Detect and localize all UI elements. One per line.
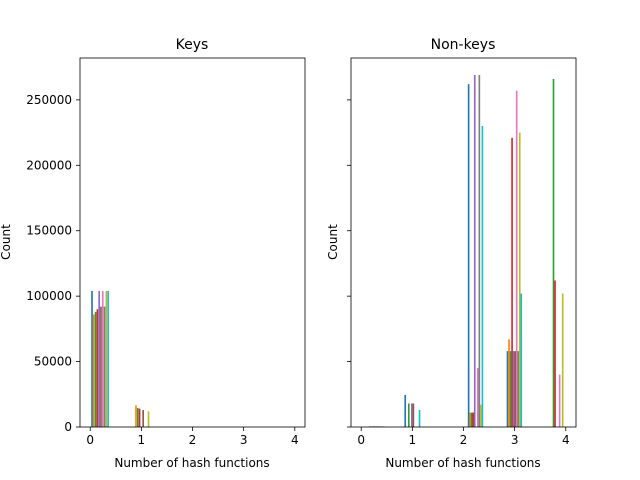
keys-x-axis-label: Number of hash functions <box>114 456 269 470</box>
keys-bar-series4-bin0 <box>98 290 100 427</box>
keys-x-ticks: 0 1 2 3 4 <box>86 427 299 447</box>
non-keys-bar-series9-bin2 <box>481 126 484 427</box>
keys-bar-series3-bin0 <box>96 309 99 427</box>
non-keys-bar-series0-bin1 <box>404 394 407 427</box>
non-keys-bar-series3-bin2 <box>472 412 475 427</box>
keys-x-tick-label: 1 <box>138 433 146 447</box>
keys-bar-series2-bin1 <box>136 408 139 427</box>
keys-y-tick-label: 200000 <box>26 158 72 172</box>
non-keys-bar-series8-bin3 <box>518 132 521 427</box>
non-keys-bar-series4-bin3 <box>512 351 515 427</box>
keys-histogram-panel: Keys 0 1 2 3 4 0 50000 100000 150000 200000 25000… <box>0 37 306 470</box>
non-keys-bar-series6-bin2 <box>477 368 479 427</box>
non-keys-plot-frame <box>350 57 577 428</box>
keys-bar-series6-bin0 <box>101 290 104 427</box>
keys-y-tick-label: 150000 <box>26 224 72 238</box>
non-keys-bar-series2-bin3 <box>509 351 512 427</box>
non-keys-x-tick-label: 3 <box>511 433 519 447</box>
non-keys-bar-series6-bin3 <box>515 90 518 428</box>
non-keys-x-tick-label: 4 <box>562 433 570 447</box>
keys-y-tick-label: 50000 <box>34 355 72 369</box>
non-keys-y-ticks <box>347 99 351 428</box>
keys-bar-series1-bin1 <box>135 405 137 427</box>
keys-bar-series9-bin0 <box>107 290 109 427</box>
non-keys-bar-series3-bin3 <box>511 137 513 427</box>
non-keys-bars <box>369 75 564 428</box>
non-keys-bar-series6-bin4 <box>558 374 561 427</box>
keys-bar-series8-bin0 <box>105 290 108 427</box>
non-keys-bar-series5-bin1 <box>412 403 415 427</box>
non-keys-bar-series0-bin2 <box>467 84 470 428</box>
non-keys-x-tick-label: 0 <box>357 433 365 447</box>
non-keys-bar-series4-bin2 <box>473 75 476 427</box>
non-keys-bar-series7-bin3 <box>517 351 520 427</box>
keys-x-tick-label: 0 <box>86 433 94 447</box>
non-keys-bar-series9-bin3 <box>520 293 523 427</box>
non-keys-bar-series9-bin1 <box>418 409 421 427</box>
keys-chart-title: Keys <box>176 37 209 53</box>
non-keys-y-axis-label: Count <box>326 224 340 260</box>
keys-y-tick-label: 100000 <box>26 289 72 303</box>
non-keys-bar-series2-bin1 <box>407 403 410 427</box>
non-keys-bar-series2-bin2 <box>470 412 473 427</box>
non-keys-bar-series1-bin2 <box>469 412 471 427</box>
keys-y-ticks: 0 50000 100000 150000 200000 250000 <box>26 93 80 434</box>
keys-bar-series8-bin1 <box>147 411 150 427</box>
non-keys-bar-series1-bin3 <box>508 339 510 427</box>
non-keys-x-ticks: 0 1 2 3 4 <box>357 427 570 447</box>
keys-x-tick-label: 2 <box>189 433 197 447</box>
keys-bar-series0-bin0 <box>91 290 93 427</box>
non-keys-bar-series8-bin4 <box>561 293 564 427</box>
non-keys-bar-series0-bin3 <box>506 351 509 427</box>
keys-y-tick-label: 250000 <box>26 93 72 107</box>
non-keys-chart-title: Non-keys <box>431 37 496 53</box>
non-keys-bar-series8-bin2 <box>480 404 482 427</box>
keys-bar-series2-bin0 <box>94 311 97 427</box>
non-keys-x-axis-label: Number of hash functions <box>385 456 540 470</box>
non-keys-bar-series3-bin4 <box>554 280 556 427</box>
keys-y-tick-label: 0 <box>64 420 72 434</box>
keys-plot-frame <box>79 57 306 428</box>
non-keys-bar-series5-bin3 <box>514 351 516 427</box>
non-keys-bar-series7-bin2 <box>478 75 481 427</box>
keys-bar-series5-bin0 <box>100 306 102 427</box>
non-keys-x-tick-label: 1 <box>409 433 417 447</box>
keys-bar-series5-bin1 <box>142 409 144 427</box>
keys-bar-series7-bin0 <box>103 306 106 427</box>
keys-x-tick-label: 3 <box>240 433 248 447</box>
keys-bar-series3-bin1 <box>138 408 141 427</box>
non-keys-bar-series4-bin1 <box>411 403 413 427</box>
keys-x-tick-label: 4 <box>291 433 299 447</box>
non-keys-x-tick-label: 2 <box>460 433 468 447</box>
keys-y-axis-label: Count <box>0 224 13 260</box>
non-keys-bar-series2-bin4 <box>552 78 555 427</box>
keys-bars <box>91 290 150 427</box>
keys-bar-series1-bin0 <box>92 314 95 427</box>
